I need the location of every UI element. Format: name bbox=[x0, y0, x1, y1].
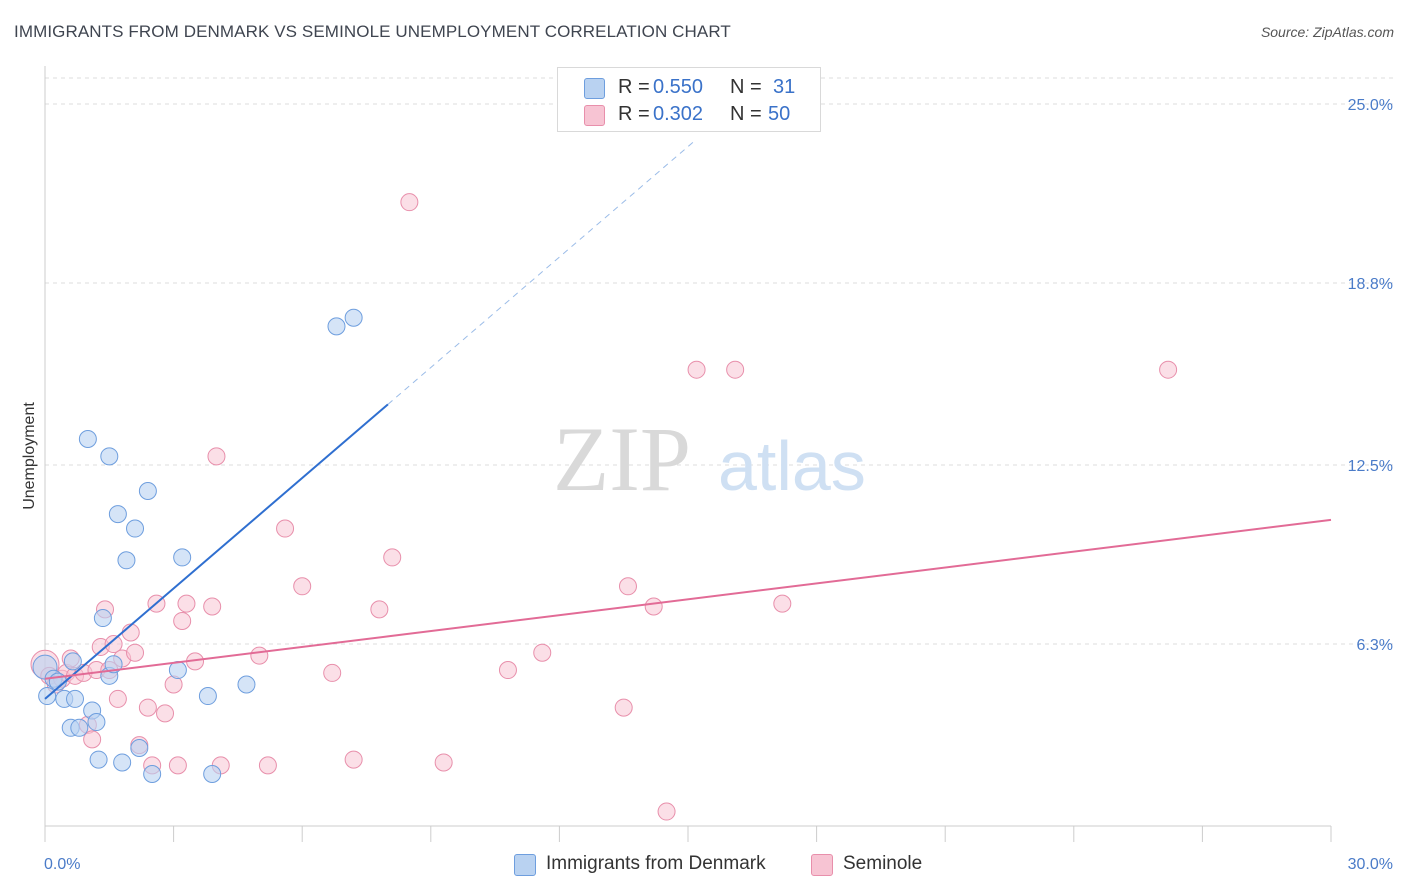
denmark-point bbox=[108, 505, 127, 524]
denmark-trend-line bbox=[44, 403, 389, 700]
seminole-point bbox=[434, 753, 453, 772]
seminole-point bbox=[276, 519, 295, 538]
seminole-point bbox=[203, 597, 222, 616]
bottom-legend-swatch-pink bbox=[811, 854, 833, 876]
legend-r-label: R = bbox=[618, 103, 650, 125]
legend-swatch-blue bbox=[584, 78, 605, 99]
legend-r-value: 0.550 bbox=[653, 76, 704, 98]
seminole-point bbox=[293, 577, 312, 596]
legend-row-seminole: R = 0.302 N = 50 bbox=[558, 101, 820, 127]
grid-lines bbox=[45, 77, 1394, 645]
denmark-point bbox=[89, 750, 108, 769]
x-tick-labels: 0.0% 30.0% bbox=[44, 856, 1393, 873]
seminole-point bbox=[498, 661, 517, 680]
denmark-point bbox=[78, 430, 97, 449]
chart-title: IMMIGRANTS FROM DENMARK VS SEMINOLE UNEM… bbox=[14, 22, 731, 41]
seminole-point bbox=[250, 646, 269, 665]
denmark-point bbox=[113, 753, 132, 772]
denmark-point bbox=[63, 652, 82, 671]
seminole-point bbox=[156, 704, 175, 723]
seminole-point bbox=[533, 643, 552, 662]
legend-swatch-pink bbox=[584, 105, 605, 126]
seminole-point bbox=[173, 611, 192, 630]
y-tick-label: 6.3% bbox=[1357, 637, 1393, 654]
legend-n-value: 31 bbox=[773, 76, 796, 98]
seminole-point bbox=[657, 802, 676, 821]
seminole-point bbox=[177, 594, 196, 613]
legend-n-value: 50 bbox=[768, 103, 791, 125]
denmark-point bbox=[104, 655, 123, 674]
y-tick-labels: 6.3% 12.5% 18.8% 25.0% bbox=[1348, 97, 1393, 654]
seminole-trend-line bbox=[44, 518, 1332, 680]
seminole-point bbox=[400, 193, 419, 212]
denmark-point bbox=[70, 718, 89, 737]
seminole-point bbox=[104, 635, 123, 654]
seminole-point bbox=[383, 548, 402, 567]
denmark-point bbox=[93, 609, 112, 628]
x-tick-label: 30.0% bbox=[1348, 856, 1393, 873]
watermark-zip: ZIP bbox=[553, 408, 691, 510]
correlation-legend: R = 0.550 N = 31 R = 0.302 N = 50 bbox=[557, 67, 821, 132]
y-tick-label: 12.5% bbox=[1348, 458, 1393, 475]
denmark-points bbox=[32, 308, 363, 784]
denmark-point bbox=[173, 548, 192, 567]
axes bbox=[44, 66, 1332, 842]
legend-n-label: N = bbox=[730, 103, 762, 125]
denmark-trend-extension bbox=[387, 138, 697, 405]
x-tick-label: 0.0% bbox=[44, 856, 80, 873]
denmark-point bbox=[130, 739, 149, 758]
seminole-point bbox=[726, 360, 745, 379]
y-tick-label: 25.0% bbox=[1348, 97, 1393, 114]
seminole-point bbox=[618, 577, 637, 596]
denmark-point bbox=[100, 447, 119, 466]
source-label: Source: ZipAtlas.com bbox=[1260, 24, 1394, 40]
seminole-point bbox=[644, 597, 663, 616]
legend-r-value: 0.302 bbox=[653, 103, 704, 125]
y-tick-label: 18.8% bbox=[1348, 276, 1393, 293]
bottom-legend-swatch-blue bbox=[514, 854, 536, 876]
watermark: ZIP atlas bbox=[553, 408, 866, 510]
bottom-legend-label: Immigrants from Denmark bbox=[546, 853, 766, 874]
denmark-point bbox=[117, 551, 136, 570]
seminole-point bbox=[258, 756, 277, 775]
y-axis-label: Unemployment bbox=[21, 402, 38, 510]
trend-lines bbox=[44, 138, 1332, 700]
denmark-point bbox=[344, 308, 363, 327]
legend-n-label: N = bbox=[730, 76, 762, 98]
seminole-point bbox=[126, 643, 145, 662]
legend-row-denmark: R = 0.550 N = 31 bbox=[558, 74, 820, 100]
seminole-point bbox=[108, 689, 127, 708]
denmark-point bbox=[237, 675, 256, 694]
bottom-legend-label: Seminole bbox=[843, 853, 923, 874]
denmark-point bbox=[143, 765, 162, 784]
seminole-point bbox=[323, 663, 342, 682]
denmark-point bbox=[168, 661, 187, 680]
denmark-point bbox=[87, 713, 106, 732]
denmark-point bbox=[327, 317, 346, 336]
seminole-point bbox=[207, 447, 226, 466]
seminole-point bbox=[83, 730, 102, 749]
denmark-point bbox=[203, 765, 222, 784]
seminole-point bbox=[614, 698, 633, 717]
seminole-point bbox=[138, 698, 157, 717]
seminole-point bbox=[344, 750, 363, 769]
denmark-point bbox=[66, 689, 85, 708]
denmark-point bbox=[126, 519, 145, 538]
seminole-point bbox=[168, 756, 187, 775]
legend-r-label: R = bbox=[618, 76, 650, 98]
seminole-point bbox=[687, 360, 706, 379]
seminole-point bbox=[370, 600, 389, 619]
watermark-atlas: atlas bbox=[718, 427, 866, 505]
seminole-point bbox=[773, 594, 792, 613]
denmark-point bbox=[138, 481, 157, 500]
seminole-point bbox=[1159, 360, 1178, 379]
denmark-point bbox=[198, 687, 217, 706]
